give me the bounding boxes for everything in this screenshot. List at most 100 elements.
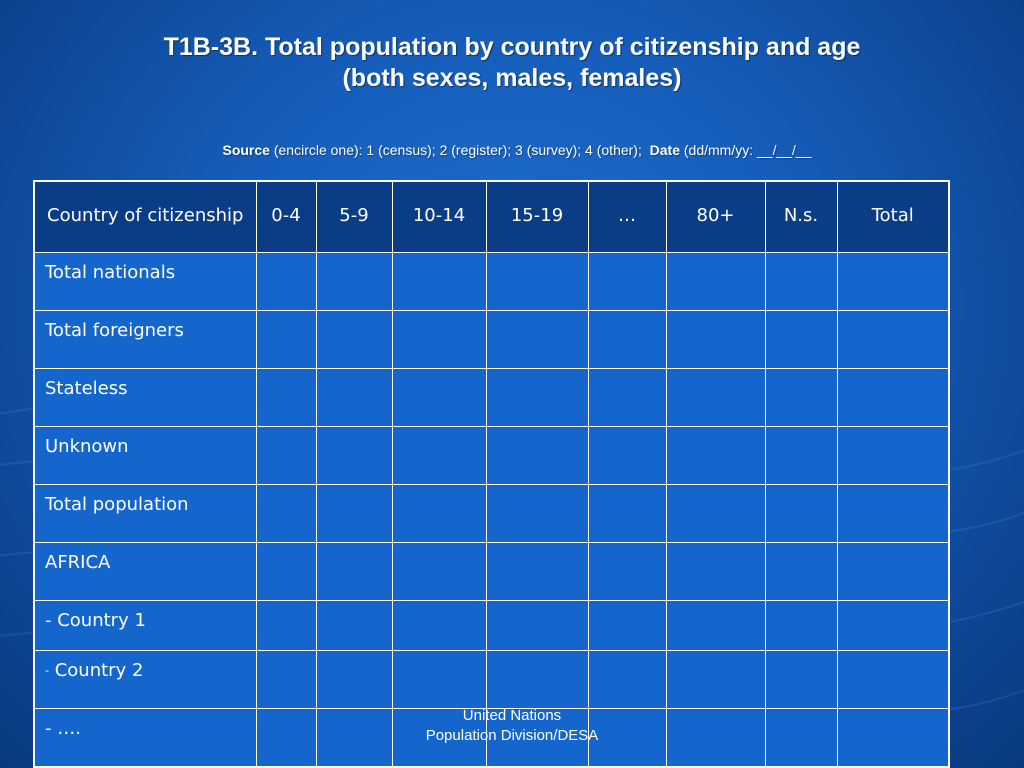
table-cell[interactable] — [665, 600, 766, 651]
table-cell[interactable] — [764, 426, 838, 485]
table-cell[interactable] — [315, 252, 393, 311]
table-cell[interactable] — [764, 368, 838, 427]
table-cell[interactable] — [315, 600, 393, 651]
date-label: Date — [649, 142, 680, 158]
row-label-total-population: Total population — [33, 484, 257, 543]
table-cell[interactable] — [665, 252, 766, 311]
table-cell[interactable] — [836, 650, 950, 709]
table-cell[interactable] — [665, 650, 766, 709]
table-cell[interactable] — [391, 252, 487, 311]
table-cell[interactable] — [391, 426, 487, 485]
table-row: - Country 2 — [33, 650, 950, 709]
table-cell[interactable] — [587, 708, 667, 768]
table-cell[interactable] — [587, 310, 667, 369]
table-cell[interactable] — [315, 426, 393, 485]
table-header-row: Country of citizenship 0-4 5-9 10-14 15-… — [33, 180, 950, 253]
table-cell[interactable] — [315, 368, 393, 427]
date-format: (dd/mm/yy: __/__/__ — [683, 142, 812, 158]
footer-division: Population Division/DESA — [425, 727, 599, 744]
table-cell[interactable] — [315, 708, 393, 768]
table-cell[interactable] — [836, 252, 950, 311]
table-cell[interactable] — [255, 368, 317, 427]
table-cell[interactable] — [391, 542, 487, 601]
table-cell[interactable] — [836, 708, 950, 768]
row-label-more: - …. — [33, 708, 257, 768]
table-cell[interactable] — [485, 368, 589, 427]
header-age-15-19: 15-19 — [485, 180, 589, 253]
table-cell[interactable] — [665, 310, 766, 369]
table-row: Stateless — [33, 368, 950, 427]
table-cell[interactable] — [764, 252, 838, 311]
header-country: Country of citizenship — [33, 180, 257, 253]
table-cell[interactable] — [255, 484, 317, 543]
table-cell[interactable] — [587, 484, 667, 543]
row-label-country-2: - Country 2 — [33, 650, 257, 709]
header-age-10-14: 10-14 — [391, 180, 487, 253]
table-cell[interactable] — [665, 708, 766, 768]
table-cell[interactable] — [485, 252, 589, 311]
source-options: (encircle one): 1 (census); 2 (register)… — [273, 142, 642, 158]
table-cell[interactable] — [391, 368, 487, 427]
header-age-5-9: 5-9 — [315, 180, 393, 253]
table-cell[interactable] — [485, 600, 589, 651]
table-cell[interactable] — [587, 542, 667, 601]
table-cell[interactable] — [255, 310, 317, 369]
header-not-stated: N.s. — [764, 180, 838, 253]
table-cell[interactable] — [836, 600, 950, 651]
table-cell[interactable] — [391, 310, 487, 369]
table-cell[interactable] — [315, 310, 393, 369]
table-cell[interactable] — [665, 484, 766, 543]
table-cell[interactable] — [391, 600, 487, 651]
title-line-2: (both sexes, males, females) — [342, 64, 682, 92]
table-cell[interactable] — [255, 708, 317, 768]
table-cell[interactable] — [315, 542, 393, 601]
table-cell[interactable] — [255, 426, 317, 485]
table-cell[interactable] — [255, 542, 317, 601]
table-cell[interactable] — [665, 368, 766, 427]
table-row: Unknown — [33, 426, 950, 485]
table-row: - …. — [33, 708, 950, 768]
table-cell[interactable] — [587, 650, 667, 709]
table-cell[interactable] — [836, 542, 950, 601]
table-cell[interactable] — [836, 310, 950, 369]
table-cell[interactable] — [315, 484, 393, 543]
table-cell[interactable] — [485, 708, 589, 768]
header-ellipsis: … — [587, 180, 667, 253]
table-cell[interactable] — [391, 484, 487, 543]
table-row: AFRICA — [33, 542, 950, 601]
header-age-80-plus: 80+ — [665, 180, 766, 253]
table-cell[interactable] — [391, 708, 487, 768]
table-cell[interactable] — [665, 542, 766, 601]
table-row: - Country 1 — [33, 600, 950, 651]
table-cell[interactable] — [485, 426, 589, 485]
source-label: Source — [222, 142, 270, 158]
table-cell[interactable] — [764, 484, 838, 543]
table-cell[interactable] — [485, 542, 589, 601]
row-label-total-foreigners: Total foreigners — [33, 310, 257, 369]
table-cell[interactable] — [587, 252, 667, 311]
table-cell[interactable] — [485, 650, 589, 709]
table-cell[interactable] — [665, 426, 766, 485]
slide-title: T1B-3B. Total population by country of c… — [0, 32, 1024, 94]
table-cell[interactable] — [255, 650, 317, 709]
table-cell[interactable] — [587, 600, 667, 651]
table-cell[interactable] — [764, 600, 838, 651]
header-age-0-4: 0-4 — [255, 180, 317, 253]
table-cell[interactable] — [836, 426, 950, 485]
table-cell[interactable] — [764, 650, 838, 709]
table-row: Total foreigners — [33, 310, 950, 369]
table-cell[interactable] — [587, 368, 667, 427]
footer-organization: United Nations — [462, 707, 562, 724]
table-cell[interactable] — [836, 484, 950, 543]
table-cell[interactable] — [836, 368, 950, 427]
table-cell[interactable] — [485, 484, 589, 543]
table-cell[interactable] — [764, 542, 838, 601]
table-cell[interactable] — [391, 650, 487, 709]
table-cell[interactable] — [764, 310, 838, 369]
table-cell[interactable] — [315, 650, 393, 709]
table-cell[interactable] — [485, 310, 589, 369]
table-cell[interactable] — [255, 600, 317, 651]
table-cell[interactable] — [255, 252, 317, 311]
table-cell[interactable] — [764, 708, 838, 768]
table-cell[interactable] — [587, 426, 667, 485]
